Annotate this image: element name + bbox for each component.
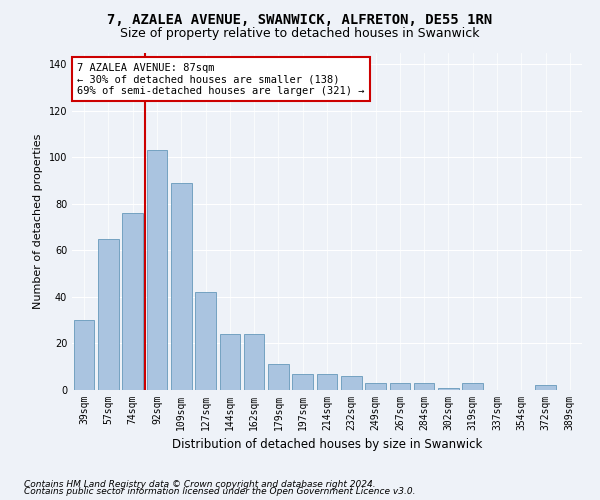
Bar: [463, 383, 483, 390]
Bar: [414, 383, 434, 390]
Text: Contains public sector information licensed under the Open Government Licence v3: Contains public sector information licen…: [24, 488, 415, 496]
Bar: [365, 383, 386, 390]
Bar: [146, 150, 167, 390]
Bar: [268, 364, 289, 390]
Text: 7 AZALEA AVENUE: 87sqm
← 30% of detached houses are smaller (138)
69% of semi-de: 7 AZALEA AVENUE: 87sqm ← 30% of detached…: [77, 62, 365, 96]
Text: Size of property relative to detached houses in Swanwick: Size of property relative to detached ho…: [120, 28, 480, 40]
Bar: [341, 376, 362, 390]
Y-axis label: Number of detached properties: Number of detached properties: [33, 134, 43, 309]
Bar: [98, 238, 119, 390]
Bar: [171, 183, 191, 390]
X-axis label: Distribution of detached houses by size in Swanwick: Distribution of detached houses by size …: [172, 438, 482, 452]
Bar: [220, 334, 240, 390]
Bar: [535, 386, 556, 390]
Text: 7, AZALEA AVENUE, SWANWICK, ALFRETON, DE55 1RN: 7, AZALEA AVENUE, SWANWICK, ALFRETON, DE…: [107, 12, 493, 26]
Bar: [438, 388, 459, 390]
Text: Contains HM Land Registry data © Crown copyright and database right 2024.: Contains HM Land Registry data © Crown c…: [24, 480, 376, 489]
Bar: [122, 213, 143, 390]
Bar: [244, 334, 265, 390]
Bar: [292, 374, 313, 390]
Bar: [74, 320, 94, 390]
Bar: [389, 383, 410, 390]
Bar: [317, 374, 337, 390]
Bar: [195, 292, 216, 390]
